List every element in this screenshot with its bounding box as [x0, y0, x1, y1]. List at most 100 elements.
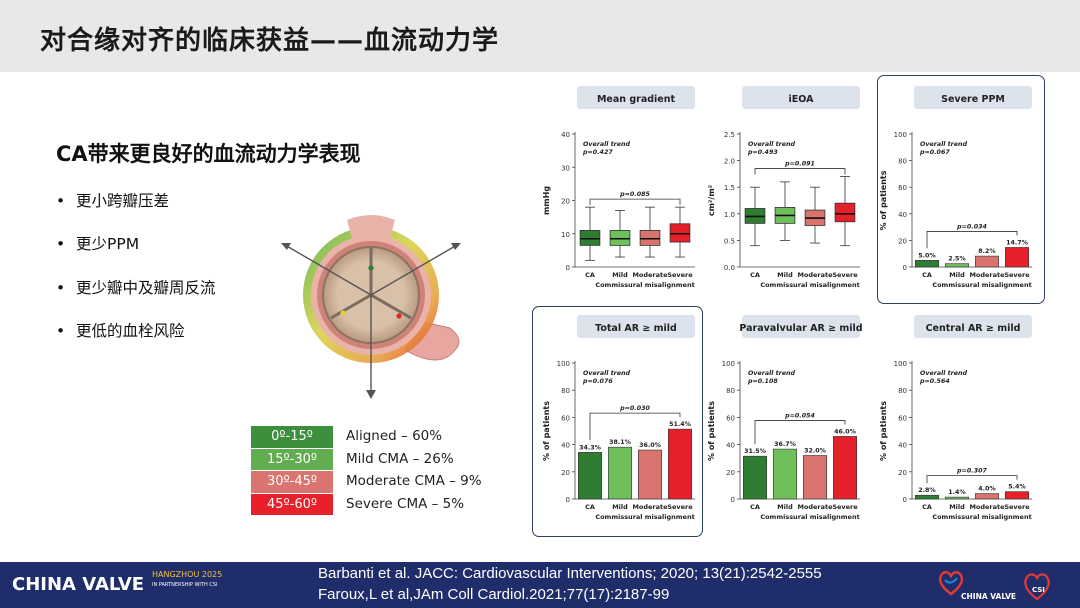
y-tick-label: 10 [561, 231, 570, 239]
y-tick-label: 0.0 [724, 264, 735, 272]
y-tick-label: 0 [903, 264, 907, 272]
x-tick-label: Moderate [797, 271, 833, 279]
trend-p-value: p=0.564 [919, 378, 950, 385]
legend-row: 45º-60º Severe CMA – 5% [251, 493, 511, 517]
trend-label: Overall trend [748, 140, 795, 148]
y-axis-label: % of patients [707, 401, 716, 461]
bar [1005, 247, 1030, 268]
y-tick-label: 2.5 [724, 131, 735, 139]
y-tick-label: 0.5 [724, 237, 735, 245]
x-tick-label: CA [585, 503, 595, 511]
panel-outline-severe-ppm [877, 75, 1045, 304]
y-tick-label: 20 [726, 469, 735, 477]
trend-label: Overall trend [583, 369, 630, 377]
legend-chip-severe: 45º-60º [251, 493, 333, 515]
bar-value-label: 32.0% [804, 447, 827, 454]
bar-value-label: 46.0% [834, 428, 857, 435]
legend-label: Mild CMA – 26% [346, 450, 454, 467]
bar-value-label: 2.5% [948, 256, 966, 263]
box [669, 223, 691, 243]
x-tick-label: Mild [949, 271, 965, 279]
bar-value-label: 34.3% [579, 444, 602, 451]
chart-title: Central AR ≥ mild [926, 323, 1021, 334]
x-axis-label: Commissural misalignment [595, 281, 694, 289]
chart-title: Paravalvular AR ≥ mild [739, 323, 862, 334]
x-tick-label: Mild [612, 503, 628, 511]
bullet-item: • 更低的血栓风险 [56, 322, 185, 340]
bullet-item: • 更少瓣中及瓣周反流 [56, 279, 216, 297]
y-axis-label: mmHg [542, 186, 551, 215]
bar-value-label: 38.1% [609, 439, 632, 446]
bar [975, 493, 1000, 500]
box [579, 230, 601, 246]
bar-value-label: 8.2% [978, 248, 996, 255]
bar [668, 428, 693, 500]
y-tick-label: 0 [903, 496, 907, 504]
x-tick-label: Mild [777, 271, 793, 279]
legend-chip-mild: 15º-30º [251, 448, 333, 470]
bullet-item: • 更小跨瓣压差 [56, 192, 170, 210]
y-tick-label: 60 [726, 414, 735, 422]
significance-bracket [926, 475, 1018, 484]
y-tick-label: 100 [557, 360, 570, 368]
chart-title: Total AR ≥ mild [595, 323, 677, 334]
chart-total-ar: Total AR ≥ mild 0 20 40 60 80 100 % of patients… [542, 315, 695, 521]
x-tick-label: Mild [777, 503, 793, 511]
significance-bracket [926, 231, 1018, 249]
section-subtitle: CA带来更良好的血流动力学表现 [56, 142, 361, 166]
x-tick-label: CA [750, 271, 760, 279]
bar-value-label: 51.4% [669, 421, 692, 428]
bracket-p-value: p=0.085 [619, 191, 650, 198]
chart-header [577, 86, 695, 109]
bar [803, 455, 828, 500]
bar-value-label: 36.0% [639, 442, 662, 449]
chart-title: Severe PPM [941, 94, 1005, 105]
bullet-dot-icon: • [56, 279, 66, 297]
x-axis-label: Commissural misalignment [760, 513, 859, 521]
chart-paravalvular-ar: Paravalvular AR ≥ mild 0 20 40 60 80 100 % of p… [707, 315, 863, 521]
x-axis-label: Commissural misalignment [932, 281, 1031, 289]
bracket-p-value: p=0.034 [956, 223, 987, 230]
x-tick-label: Mild [612, 271, 628, 279]
legend-label: Moderate CMA – 9% [346, 473, 482, 489]
y-tick-label: 20 [561, 198, 570, 206]
legend-row: 0º-15º Aligned – 60% [251, 426, 511, 449]
box [639, 230, 661, 246]
bracket-p-value: p=0.054 [784, 412, 815, 419]
x-tick-label: Severe [1004, 271, 1030, 279]
legend-chip-moderate: 30º-45º [251, 471, 333, 493]
x-tick-label: CA [922, 503, 932, 511]
y-tick-label: 1.0 [724, 211, 735, 219]
x-tick-label: Moderate [632, 503, 668, 511]
trend-p-value: p=0.427 [582, 149, 613, 156]
csi-logo-icon: CSI [1024, 573, 1050, 601]
trend-p-value: p=0.076 [582, 378, 613, 385]
y-tick-label: 100 [722, 360, 735, 368]
significance-bracket [589, 198, 681, 206]
y-tick-label: 80 [561, 387, 570, 395]
bar [975, 255, 1000, 268]
valve-diagram-icon [281, 215, 461, 399]
legend-chip-aligned: 0º-15º [251, 426, 333, 448]
legend-row: 30º-45º Moderate CMA – 9% [251, 471, 511, 494]
y-axis-label: % of patients [542, 401, 551, 461]
significance-bracket [754, 420, 846, 445]
chart-header [742, 86, 860, 109]
bar-value-label: 36.7% [774, 441, 797, 448]
bar [773, 448, 798, 500]
x-axis-label: Commissural misalignment [760, 281, 859, 289]
x-tick-label: Severe [832, 271, 858, 279]
x-tick-label: CA [922, 271, 932, 279]
footer-bar [0, 562, 1080, 608]
chart-header [914, 315, 1032, 338]
bar [914, 494, 939, 500]
panel-outline-total-ar [532, 306, 703, 537]
x-axis-label: Commissural misalignment [595, 513, 694, 521]
legend-label: Severe CMA – 5% [346, 495, 465, 512]
x-tick-label: Moderate [797, 503, 833, 511]
y-tick-label: 0 [566, 264, 570, 272]
bar-value-label: 1.4% [948, 489, 966, 496]
y-tick-label: 80 [726, 387, 735, 395]
y-tick-label: 100 [894, 360, 907, 368]
bar [742, 455, 767, 500]
